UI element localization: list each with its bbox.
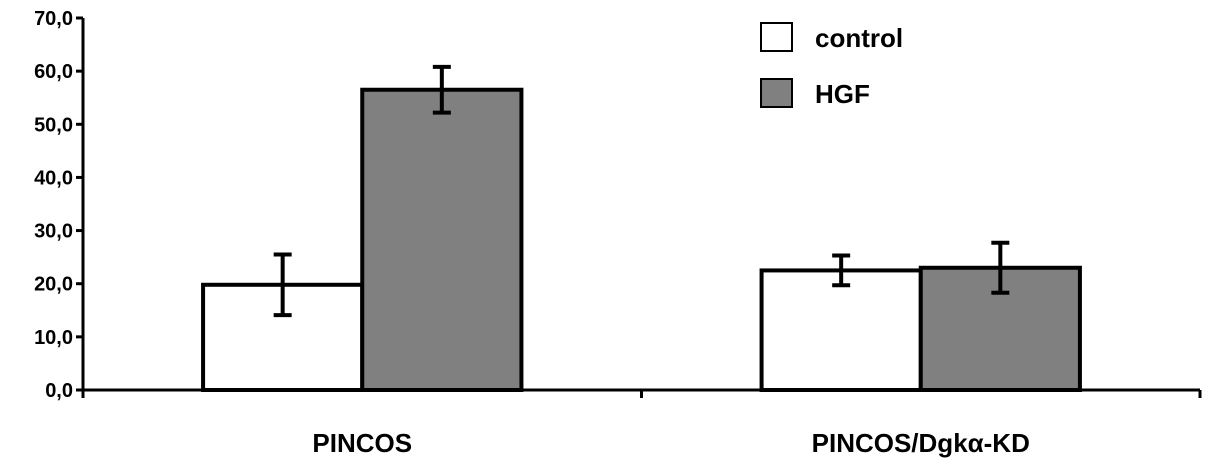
y-tick-label: 30,0: [34, 221, 73, 243]
x-axis: PINCOS PINCOS/Dgkα-KD: [81, 388, 1202, 458]
x-category-label: PINCOS: [312, 428, 412, 458]
legend-label-hgf: HGF: [815, 79, 870, 109]
error-bars: [273, 64, 1010, 318]
x-category-label: PINCOS/Dgkα-KD: [812, 428, 1030, 458]
y-tick-label: 40,0: [34, 167, 73, 189]
legend-swatch-hgf: [760, 78, 793, 108]
y-tick-label: 60,0: [34, 61, 73, 83]
y-axis: 0,0 10,0 20,0 30,0 40,0 50,0 60,0 70,0: [34, 8, 85, 402]
bars: [201, 87, 1082, 392]
y-tick-label: 70,0: [34, 8, 73, 30]
y-tick-label: 20,0: [34, 274, 73, 296]
legend: control HGF: [760, 22, 903, 109]
legend-label-control: control: [815, 23, 903, 53]
bar-hgf-1: [918, 265, 1082, 392]
y-tick-label: 10,0: [34, 327, 73, 349]
bar-hgf-0: [360, 87, 524, 392]
legend-swatch-control: [760, 22, 793, 52]
bar-control-1: [759, 268, 923, 392]
y-tick-label: 0,0: [45, 380, 73, 402]
y-tick-label: 50,0: [34, 114, 73, 136]
